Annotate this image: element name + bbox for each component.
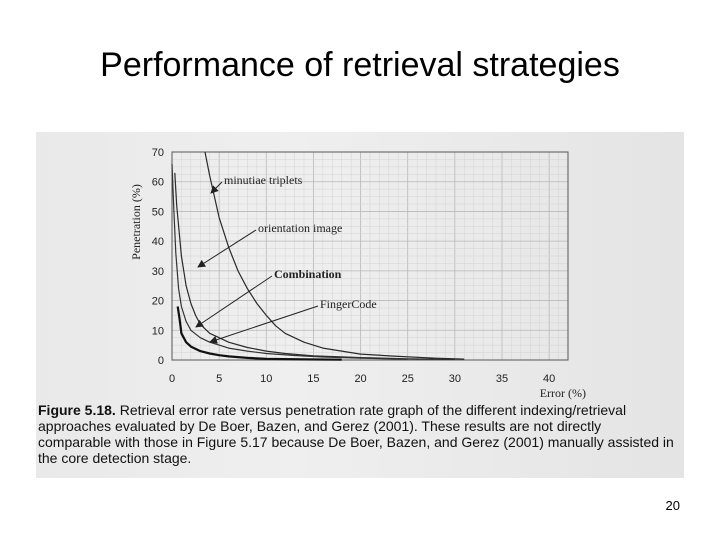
annotation-arrow [195,275,273,328]
annotation-label: minutiae triplets [224,173,303,187]
y-tick-label: 70 [152,147,164,159]
page-number: 20 [665,498,680,513]
y-tick-label: 10 [152,325,164,337]
annotation-label: Combination [274,267,342,281]
slide-title: Performance of retrieval strategies [100,46,620,84]
y-tick-label: 40 [152,236,164,248]
y-tick-label: 20 [152,296,164,308]
annotation-arrow [197,229,257,268]
caption-label: Figure 5.18. [38,402,116,418]
x-tick-label: 25 [402,373,414,385]
x-tick-label: 40 [543,373,555,385]
caption-text: Retrieval error rate versus penetration … [38,402,674,466]
annotations: minutiae triplets orientation image Combin… [195,173,377,344]
y-tick-label: 60 [152,177,164,189]
annotation-arrow [209,305,319,344]
annotation-label: FingerCode [320,297,377,311]
plot-frame [171,151,569,361]
x-axis-label: Error (%) [540,386,586,400]
annotation-arrow [210,181,223,194]
x-tick-label: 10 [260,373,272,385]
x-tick-label: 30 [449,373,461,385]
x-tick-label: 5 [216,373,222,385]
figure-caption: Figure 5.18. Retrieval error rate versus… [38,402,678,466]
y-tick-label: 0 [158,355,164,367]
x-tick-label: 20 [354,373,366,385]
y-tick-label: 50 [152,206,164,218]
axes: 0 10 20 30 40 50 60 70 0 5 10 15 20 25 30 35 40 [152,147,569,385]
x-tick-label: 0 [169,373,175,385]
y-axis-label: Penetration (%) [129,184,143,260]
annotation-label: orientation image [258,221,342,235]
grid [171,151,569,361]
scanned-figure: 0 10 20 30 40 50 60 70 0 5 10 15 20 25 30 35 40 minutiae… [36,132,684,478]
series-line-minutiae-triplets [204,151,465,360]
y-tick-label: 30 [152,266,164,278]
series-line-combination [176,306,342,361]
chart: 0 10 20 30 40 50 60 70 0 5 10 15 20 25 30 35 40 minutiae… [129,147,586,400]
series-line-orientation-image [174,172,455,360]
x-tick-label: 35 [496,373,508,385]
x-tick-label: 15 [307,373,319,385]
